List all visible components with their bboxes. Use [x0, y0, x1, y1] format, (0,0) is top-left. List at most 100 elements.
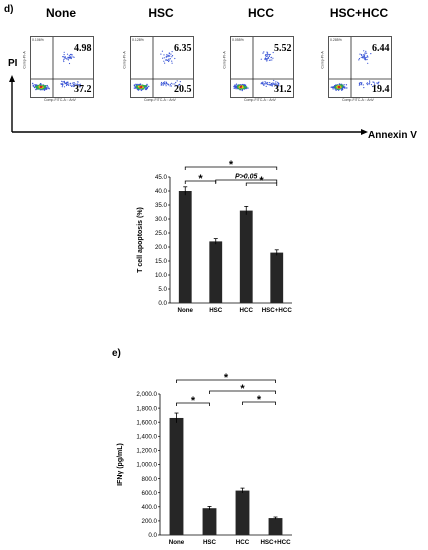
event-dot — [266, 59, 268, 61]
x-tick-label: None — [178, 307, 194, 314]
event-dot — [161, 50, 163, 52]
event-dot — [133, 85, 136, 87]
event-dot — [164, 81, 166, 83]
event-dot — [343, 84, 345, 86]
event-dot — [32, 82, 34, 85]
event-dot — [169, 85, 171, 87]
event-dot — [66, 83, 68, 85]
bar — [268, 518, 283, 535]
event-dot — [68, 62, 71, 65]
event-dot — [148, 85, 150, 88]
event-dot — [365, 59, 367, 61]
event-dot — [163, 82, 165, 84]
event-dot — [363, 54, 365, 56]
event-dot — [72, 82, 74, 84]
event-dot — [34, 84, 36, 86]
event-dot — [67, 56, 69, 58]
event-dot — [260, 83, 262, 85]
event-dot — [36, 85, 39, 88]
event-dot — [273, 79, 275, 82]
significance-bracket — [184, 180, 217, 184]
event-dot — [65, 82, 67, 84]
y-tick-label: 20.0 — [155, 244, 168, 251]
event-dot — [48, 88, 50, 90]
y-tick-label: 45.0 — [155, 174, 168, 181]
event-dot — [165, 81, 168, 83]
event-dot — [277, 84, 280, 87]
event-dot — [267, 83, 269, 85]
significance-label: * — [198, 173, 203, 185]
event-dot — [364, 53, 366, 55]
event-dot — [233, 86, 236, 88]
event-dot — [339, 83, 341, 85]
event-dot — [163, 57, 165, 59]
event-dot — [168, 52, 170, 54]
y-tick-label: 400.0 — [142, 504, 158, 511]
event-dot — [174, 57, 176, 60]
event-dot — [263, 51, 265, 53]
event-dot — [243, 83, 245, 86]
event-dot — [135, 85, 138, 87]
event-dot — [360, 54, 363, 56]
event-dot — [368, 83, 370, 85]
event-dot — [164, 62, 166, 64]
event-dot — [376, 82, 378, 84]
event-dot — [163, 60, 165, 62]
event-dot — [163, 54, 165, 56]
event-dot — [363, 55, 365, 57]
event-dot — [271, 85, 273, 87]
event-dot — [361, 82, 363, 84]
event-dot — [61, 80, 63, 82]
event-dot — [265, 85, 267, 87]
event-dot — [369, 80, 371, 82]
event-dot — [271, 59, 273, 61]
event-dot — [267, 53, 269, 55]
event-dot — [370, 84, 373, 86]
flow-scatter — [231, 37, 293, 97]
event-dot — [245, 86, 248, 88]
event-dot — [366, 58, 368, 61]
event-dot — [269, 82, 271, 84]
event-dot — [137, 83, 139, 86]
y-tick-label: 0.0 — [158, 300, 167, 307]
event-dot — [359, 53, 361, 55]
event-dot — [167, 56, 169, 58]
flow-plot-box — [30, 36, 94, 98]
event-dot — [67, 81, 69, 83]
flow-scatter — [329, 37, 391, 97]
event-dot — [67, 58, 69, 60]
event-dot — [275, 81, 277, 83]
event-dot — [263, 83, 266, 85]
event-dot — [337, 89, 340, 91]
event-dot — [46, 84, 48, 87]
flow-axes-arrows — [9, 75, 368, 135]
event-dot — [162, 83, 164, 85]
event-dot — [338, 86, 341, 88]
event-dot — [44, 85, 47, 87]
event-dot — [70, 82, 72, 84]
event-dot — [74, 84, 76, 86]
event-dot — [370, 53, 372, 55]
event-dot — [269, 83, 271, 86]
event-dot — [38, 84, 41, 86]
event-dot — [378, 81, 380, 83]
event-dot — [160, 84, 162, 86]
flow-scatter — [31, 37, 93, 97]
event-dot — [70, 57, 72, 60]
event-dot — [47, 86, 49, 88]
event-dot — [367, 56, 369, 58]
event-dot — [262, 84, 265, 86]
flow-plot-title: HCC — [248, 6, 274, 20]
event-dot — [170, 85, 172, 87]
y-tick-label: 15.0 — [155, 258, 168, 265]
event-dot — [369, 81, 371, 83]
event-dot — [333, 86, 335, 89]
x-tick-label: HSC — [203, 539, 217, 546]
event-dot — [76, 81, 79, 83]
y-tick-label: 1,800.0 — [136, 405, 157, 412]
event-dot — [169, 55, 171, 57]
significance-bracket — [245, 182, 278, 186]
event-dot — [164, 83, 166, 85]
event-dot — [70, 53, 72, 55]
event-dot — [78, 84, 80, 86]
